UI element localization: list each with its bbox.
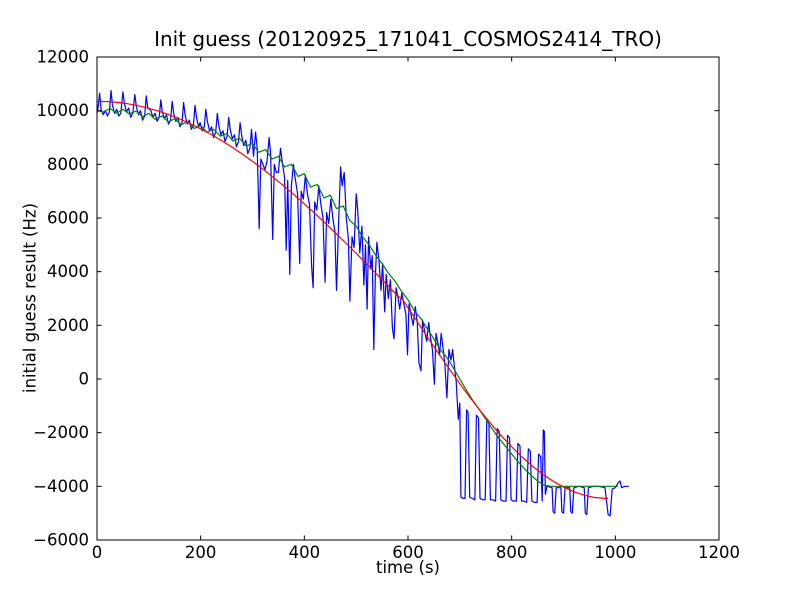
x-tick-label-1200: 1200 — [698, 543, 740, 562]
y-tick-label-2000: 2000 — [47, 316, 89, 335]
y-tick-label-−4000: −4000 — [33, 477, 89, 496]
axes-frame — [96, 56, 720, 541]
y-tick-label-−6000: −6000 — [33, 531, 89, 550]
x-tick-label-600: 600 — [392, 543, 424, 562]
series-smoothed-initial-guess-line — [96, 107, 618, 487]
y-tick-label-8000: 8000 — [47, 155, 89, 174]
x-axis-label: time (s) — [376, 558, 440, 577]
x-tick-label-200: 200 — [185, 543, 217, 562]
y-tick-label-6000: 6000 — [47, 209, 89, 228]
y-tick-label-4000: 4000 — [47, 262, 89, 281]
x-tick-label-1000: 1000 — [594, 543, 636, 562]
y-tick-label-12000: 12000 — [37, 48, 90, 67]
chart-title: Init guess (20120925_171041_COSMOS2414_T… — [154, 27, 662, 51]
x-tick-label-400: 400 — [289, 543, 321, 562]
x-tick-label-0: 0 — [92, 543, 103, 562]
y-tick-label-10000: 10000 — [37, 101, 90, 120]
series-raw-initial-guess-line — [96, 89, 629, 517]
x-tick-label-800: 800 — [496, 543, 528, 562]
y-tick-label-0: 0 — [79, 370, 90, 389]
series-fitted-model-line — [96, 100, 609, 499]
y-tick-label-−2000: −2000 — [33, 423, 89, 442]
